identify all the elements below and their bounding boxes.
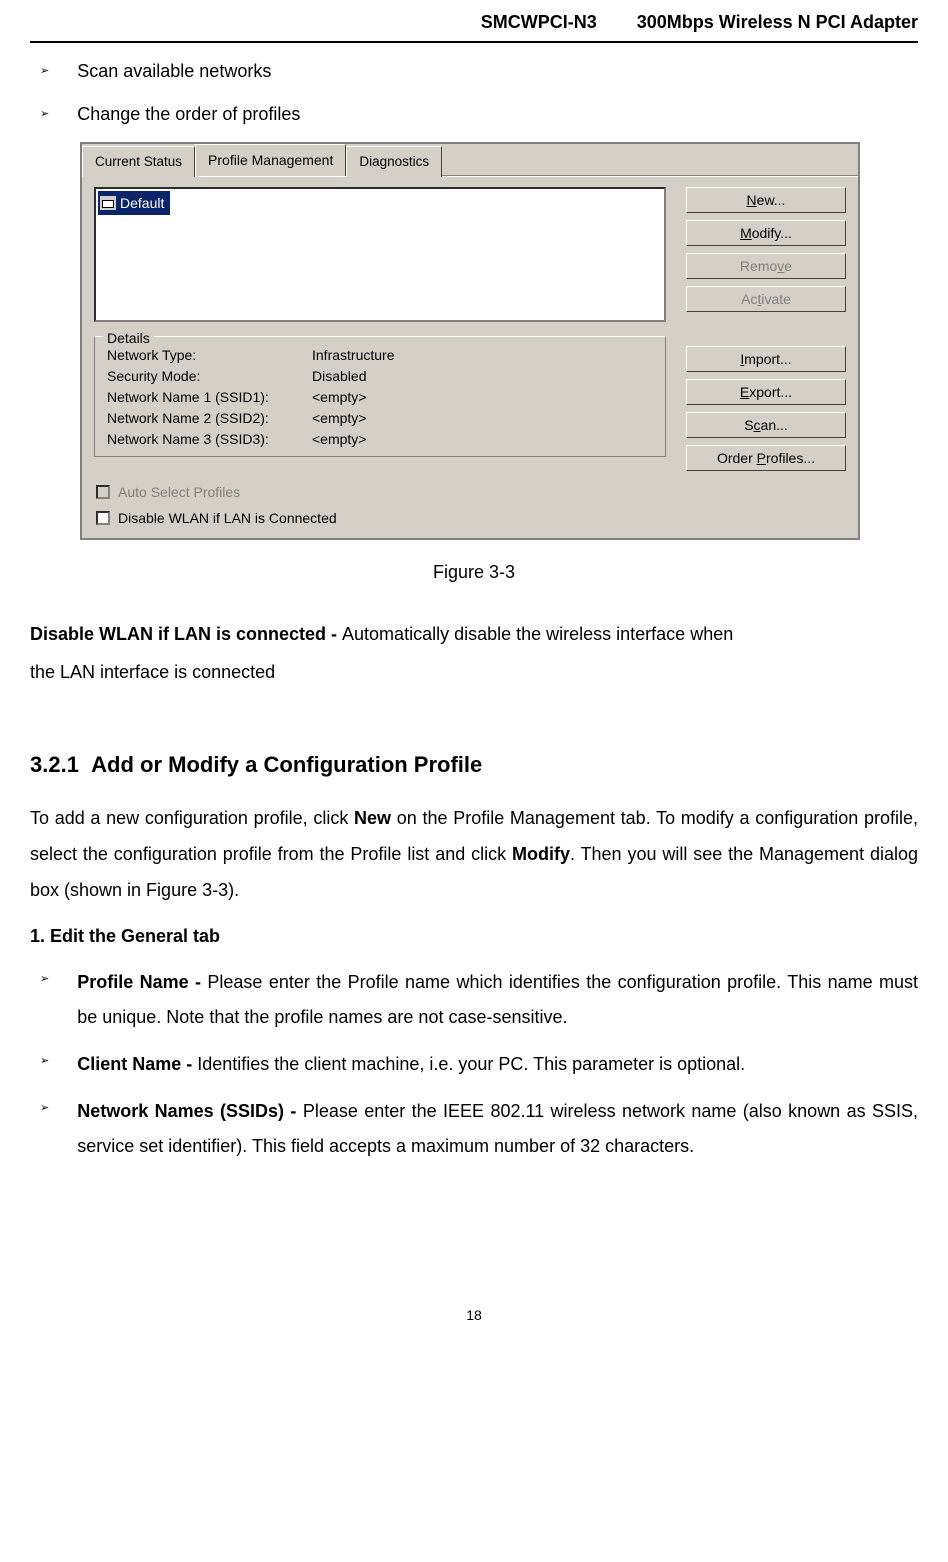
modify-button[interactable]: Modify...	[686, 220, 846, 246]
button-spacer	[686, 319, 846, 339]
disable-wlan-bold: Disable WLAN if LAN is connected -	[30, 624, 342, 644]
product-name: 300Mbps Wireless N PCI Adapter	[637, 8, 918, 37]
definition-profile-name: ➢ Profile Name - Please enter the Profil…	[40, 965, 918, 1035]
detail-label: Network Name 3 (SSID3):	[107, 429, 312, 450]
auto-select-label: Auto Select Profiles	[118, 481, 240, 503]
export-button[interactable]: Export...	[686, 379, 846, 405]
import-button[interactable]: Import...	[686, 346, 846, 372]
profile-list[interactable]: Default	[94, 187, 666, 322]
bullet-icon: ➢	[40, 1053, 49, 1082]
detail-value: <empty>	[312, 429, 653, 450]
definition-text: Client Name - Identifies the client mach…	[77, 1047, 918, 1082]
section-intro-paragraph: To add a new configuration profile, clic…	[30, 800, 918, 908]
definition-ssids: ➢ Network Names (SSIDs) - Please enter t…	[40, 1094, 918, 1164]
detail-value: <empty>	[312, 408, 653, 429]
detail-label: Network Name 2 (SSID2):	[107, 408, 312, 429]
disable-wlan-label: Disable WLAN if LAN is Connected	[118, 507, 337, 529]
page-header: SMCWPCI-N3 300Mbps Wireless N PCI Adapte…	[30, 0, 918, 43]
dialog-left-column: Default Details Network Type: Infrastruc…	[94, 187, 666, 471]
tabstrip: Current Status Profile Management Diagno…	[82, 144, 858, 175]
detail-value: Disabled	[312, 366, 653, 387]
definition-text: Network Names (SSIDs) - Please enter the…	[77, 1094, 918, 1164]
detail-label: Network Name 1 (SSID1):	[107, 387, 312, 408]
detail-label: Security Mode:	[107, 366, 312, 387]
disable-wlan-checkbox-row: Disable WLAN if LAN is Connected	[82, 505, 858, 537]
remove-button[interactable]: Remove	[686, 253, 846, 279]
detail-ssid1: Network Name 1 (SSID1): <empty>	[107, 387, 653, 408]
section-title: Add or Modify a Configuration Profile	[91, 752, 482, 777]
bullet-order: ➢ Change the order of profiles	[40, 100, 918, 129]
model-code: SMCWPCI-N3	[481, 8, 597, 37]
detail-value: Infrastructure	[312, 345, 653, 366]
profile-item-label: Default	[120, 192, 164, 214]
bullet-icon: ➢	[40, 63, 49, 81]
bullet-text: Scan available networks	[77, 57, 918, 86]
dialog-right-column: New... Modify... Remove Activate Import.…	[686, 187, 846, 471]
definition-client-name: ➢ Client Name - Identifies the client ma…	[40, 1047, 918, 1082]
profile-management-dialog: Current Status Profile Management Diagno…	[80, 142, 860, 539]
numbered-heading: 1. Edit the General tab	[30, 922, 918, 951]
profile-icon	[100, 196, 116, 210]
dialog-figure: Current Status Profile Management Diagno…	[80, 142, 860, 539]
bullet-icon: ➢	[40, 971, 49, 1035]
detail-ssid2: Network Name 2 (SSID2): <empty>	[107, 408, 653, 429]
profile-item-default[interactable]: Default	[98, 191, 170, 215]
new-button[interactable]: New...	[686, 187, 846, 213]
section-heading: 3.2.1 Add or Modify a Configuration Prof…	[30, 747, 918, 782]
disable-wlan-checkbox[interactable]	[96, 511, 110, 525]
detail-network-type: Network Type: Infrastructure	[107, 345, 653, 366]
disable-wlan-text2: the LAN interface is connected	[30, 662, 275, 682]
order-profiles-button[interactable]: Order Profiles...	[686, 445, 846, 471]
scan-button[interactable]: Scan...	[686, 412, 846, 438]
auto-select-checkbox[interactable]	[96, 485, 110, 499]
dialog-body: Default Details Network Type: Infrastruc…	[82, 176, 858, 479]
details-groupbox: Details Network Type: Infrastructure Sec…	[94, 336, 666, 457]
disable-wlan-text1: Automatically disable the wireless inter…	[342, 624, 733, 644]
bullet-scan: ➢ Scan available networks	[40, 57, 918, 86]
auto-select-checkbox-row: Auto Select Profiles	[82, 479, 858, 505]
tab-current-status[interactable]: Current Status	[82, 146, 195, 176]
activate-button[interactable]: Activate	[686, 286, 846, 312]
detail-value: <empty>	[312, 387, 653, 408]
bullet-icon: ➢	[40, 106, 49, 124]
tab-diagnostics[interactable]: Diagnostics	[346, 146, 442, 176]
page-number: 18	[30, 1304, 918, 1326]
bullet-text: Change the order of profiles	[77, 100, 918, 129]
detail-security-mode: Security Mode: Disabled	[107, 366, 653, 387]
section-number: 3.2.1	[30, 752, 79, 777]
bullet-icon: ➢	[40, 1100, 49, 1164]
figure-caption: Figure 3-3	[30, 558, 918, 587]
disable-wlan-paragraph: Disable WLAN if LAN is connected - Autom…	[30, 616, 918, 692]
detail-ssid3: Network Name 3 (SSID3): <empty>	[107, 429, 653, 450]
details-legend: Details	[103, 327, 154, 349]
definition-text: Profile Name - Please enter the Profile …	[77, 965, 918, 1035]
tab-profile-management[interactable]: Profile Management	[195, 144, 346, 175]
